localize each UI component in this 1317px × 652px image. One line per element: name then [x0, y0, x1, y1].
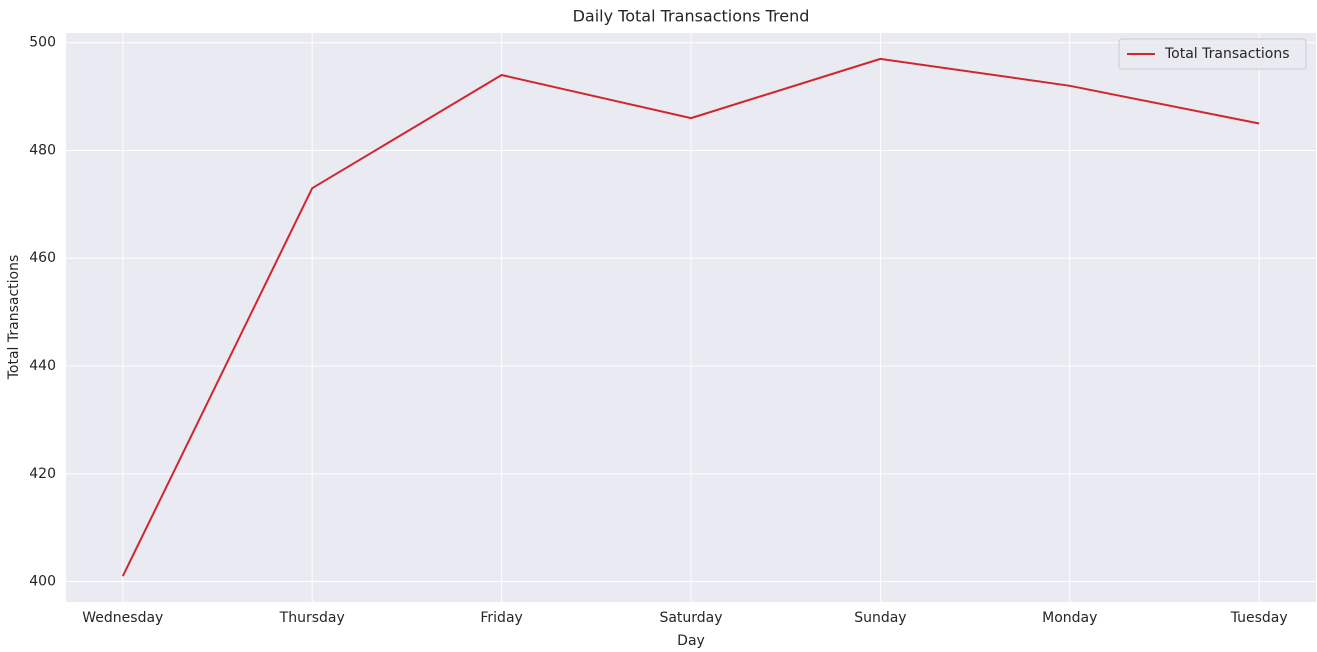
line: [121, 57, 1260, 577]
y-tick-label: 400: [29, 574, 56, 590]
y-tick-label: 500: [29, 35, 56, 51]
x-axis-label: Day: [677, 633, 705, 649]
y-tick-label: 460: [29, 250, 56, 266]
x-tick-label: Saturday: [659, 610, 722, 626]
x-tick-label: Tuesday: [1230, 610, 1288, 626]
legend-label: Total Transactions: [1164, 46, 1290, 62]
x-tick-label: Friday: [480, 610, 522, 626]
y-axis-label: Total Transactions: [6, 255, 22, 381]
chart-title: Daily Total Transactions Trend: [573, 7, 810, 26]
y-tick-label: 480: [29, 142, 56, 158]
x-tick-label: Wednesday: [82, 610, 163, 626]
y-tick-label: 440: [29, 358, 56, 374]
legend-box: [1118, 38, 1307, 70]
y-tick-label: 420: [29, 466, 56, 482]
x-tick-label: Thursday: [279, 610, 345, 626]
x-tick-label: Monday: [1042, 610, 1097, 626]
x-tick-label: Sunday: [854, 610, 906, 626]
